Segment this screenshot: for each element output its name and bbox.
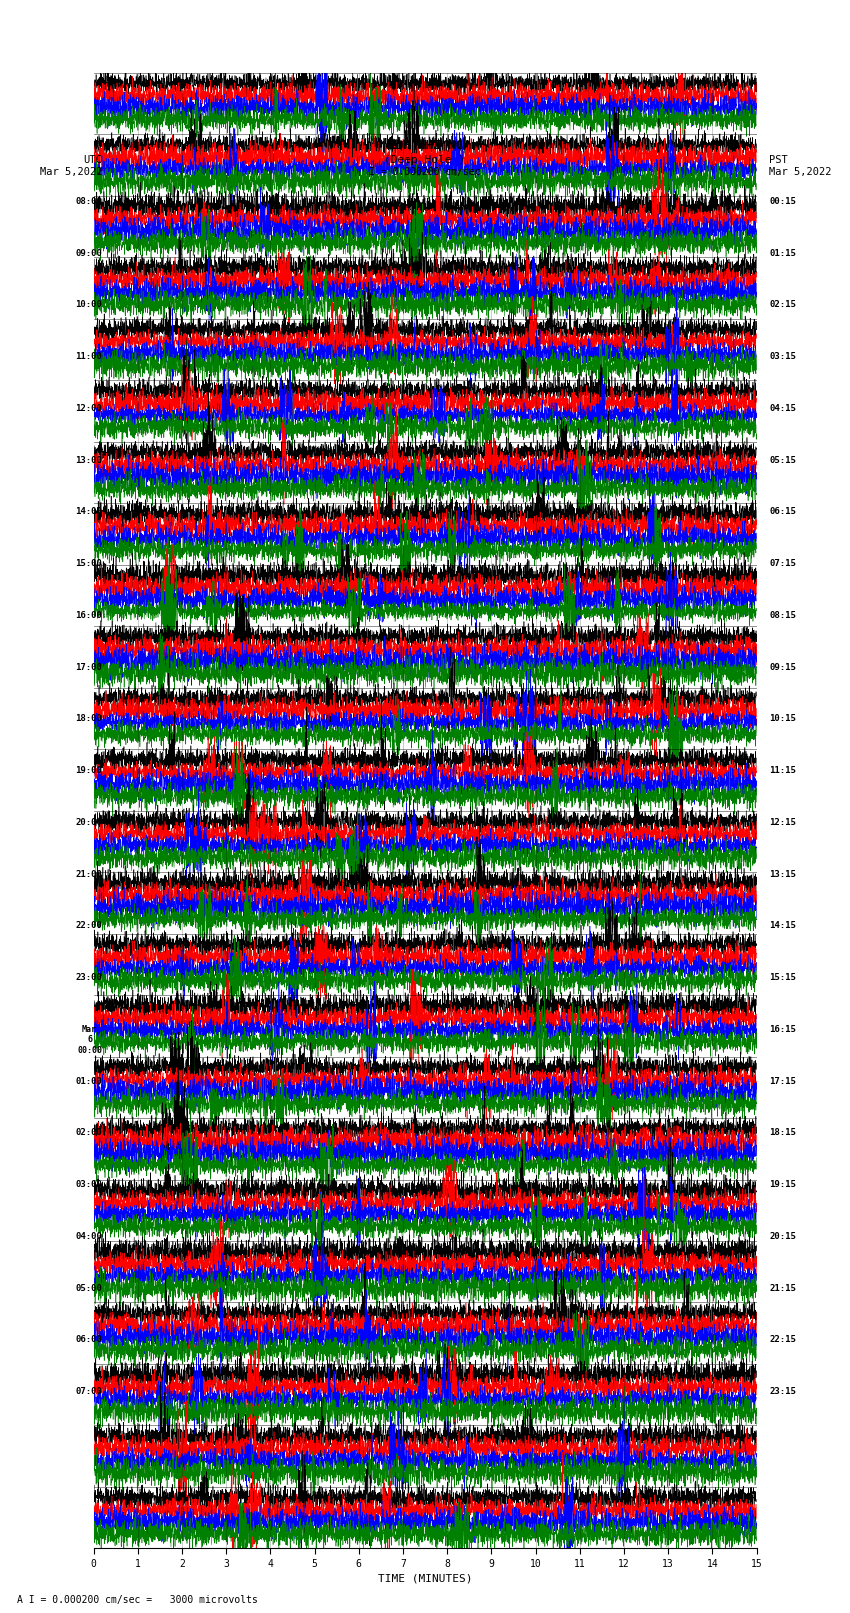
Text: 04:15: 04:15 <box>769 403 796 413</box>
X-axis label: TIME (MINUTES): TIME (MINUTES) <box>377 1573 473 1582</box>
Text: 14:15: 14:15 <box>769 921 796 931</box>
Text: UTC: UTC <box>83 155 102 165</box>
Text: 15:15: 15:15 <box>769 973 796 982</box>
Text: 06:15: 06:15 <box>769 508 796 516</box>
Text: Mar
6
00:00: Mar 6 00:00 <box>77 1024 102 1055</box>
Text: 00:15: 00:15 <box>769 197 796 206</box>
Text: 11:00: 11:00 <box>75 352 102 361</box>
Text: 15:00: 15:00 <box>75 560 102 568</box>
Text: 05:00: 05:00 <box>75 1284 102 1292</box>
Text: 20:15: 20:15 <box>769 1232 796 1240</box>
Text: 03:15: 03:15 <box>769 352 796 361</box>
Text: 08:00: 08:00 <box>75 197 102 206</box>
Text: 02:15: 02:15 <box>769 300 796 310</box>
Text: 22:15: 22:15 <box>769 1336 796 1344</box>
Text: 17:15: 17:15 <box>769 1076 796 1086</box>
Text: 10:00: 10:00 <box>75 300 102 310</box>
Text: Mar 5,2022: Mar 5,2022 <box>769 168 832 177</box>
Text: (Deep Hole ): (Deep Hole ) <box>384 155 466 165</box>
Text: 13:15: 13:15 <box>769 869 796 879</box>
Text: 11:15: 11:15 <box>769 766 796 774</box>
Text: 07:15: 07:15 <box>769 560 796 568</box>
Text: 02:00: 02:00 <box>75 1129 102 1137</box>
Text: 17:00: 17:00 <box>75 663 102 671</box>
Text: 01:00: 01:00 <box>75 1076 102 1086</box>
Text: 13:00: 13:00 <box>75 455 102 465</box>
Text: A I = 0.000200 cm/sec =   3000 microvolts: A I = 0.000200 cm/sec = 3000 microvolts <box>17 1595 258 1605</box>
Text: 19:15: 19:15 <box>769 1181 796 1189</box>
Text: 08:15: 08:15 <box>769 611 796 619</box>
Text: I = 0.000200 cm/sec: I = 0.000200 cm/sec <box>369 168 481 177</box>
Text: 10:15: 10:15 <box>769 715 796 723</box>
Text: 23:15: 23:15 <box>769 1387 796 1395</box>
Text: 14:00: 14:00 <box>75 508 102 516</box>
Text: 16:15: 16:15 <box>769 1024 796 1034</box>
Text: 21:15: 21:15 <box>769 1284 796 1292</box>
Text: 09:00: 09:00 <box>75 248 102 258</box>
Text: 05:15: 05:15 <box>769 455 796 465</box>
Text: 20:00: 20:00 <box>75 818 102 827</box>
Text: 07:00: 07:00 <box>75 1387 102 1395</box>
Text: 19:00: 19:00 <box>75 766 102 774</box>
Text: 21:00: 21:00 <box>75 869 102 879</box>
Text: 18:15: 18:15 <box>769 1129 796 1137</box>
Text: 09:15: 09:15 <box>769 663 796 671</box>
Text: 01:15: 01:15 <box>769 248 796 258</box>
Text: Mar 5,2022: Mar 5,2022 <box>39 168 102 177</box>
Text: 16:00: 16:00 <box>75 611 102 619</box>
Text: 03:00: 03:00 <box>75 1181 102 1189</box>
Text: LDH HHZ NC: LDH HHZ NC <box>388 139 462 152</box>
Text: PST: PST <box>769 155 788 165</box>
Text: 18:00: 18:00 <box>75 715 102 723</box>
Text: 23:00: 23:00 <box>75 973 102 982</box>
Text: 22:00: 22:00 <box>75 921 102 931</box>
Text: 04:00: 04:00 <box>75 1232 102 1240</box>
Text: 12:00: 12:00 <box>75 403 102 413</box>
Text: 12:15: 12:15 <box>769 818 796 827</box>
Text: 06:00: 06:00 <box>75 1336 102 1344</box>
